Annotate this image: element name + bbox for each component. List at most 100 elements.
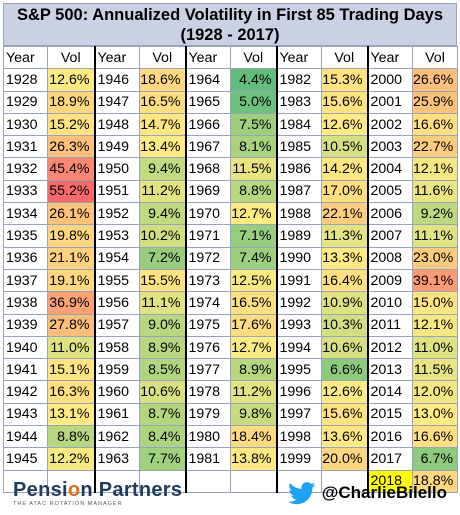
year-cell: 1983 (275, 90, 322, 114)
vol-cell: 15.6% (321, 402, 368, 427)
table-row: 1932 45.4% 1950 9.4% 1968 11.5% 1986 14.2% 2004 1… (3, 157, 458, 181)
vol-cell: 15.3% (321, 68, 368, 92)
vol-cell: 26.1% (47, 202, 95, 226)
vol-cell: 22.7% (412, 135, 458, 159)
year-cell: 1982 (275, 68, 322, 92)
year-cell: 1937 (3, 268, 48, 293)
vol-cell: 6.6% (321, 358, 368, 382)
twitter-bird-icon (287, 481, 316, 504)
year-cell: 1990 (275, 246, 322, 270)
year-cell: 1998 (275, 425, 322, 449)
year-cell: 2006 (366, 202, 413, 226)
header-year: Year (366, 45, 413, 70)
year-cell: 2016 (366, 425, 413, 449)
twitter-attribution: @CharlieBilello (287, 481, 447, 505)
year-cell: 1936 (3, 246, 48, 270)
vol-cell: 26.6% (412, 68, 458, 92)
brand-name-o: o (67, 479, 81, 501)
vol-cell: 10.2% (139, 224, 186, 248)
year-cell: 2018 (366, 469, 413, 493)
vol-cell: 9.4% (139, 157, 186, 181)
year-cell: 2003 (366, 135, 413, 159)
vol-cell: 13.6% (321, 425, 368, 449)
vol-cell: 27.8% (47, 313, 95, 337)
header-year: Year (184, 45, 231, 70)
vol-cell: 18.9% (47, 90, 95, 114)
vol-cell: 14.2% (321, 157, 368, 181)
table-row: 1940 11.0% 1958 8.9% 1976 12.7% 1994 10.6% 2012 1… (3, 335, 458, 360)
table-row: 1929 18.9% 1947 16.5% 1965 5.0% 1983 15.6% 2001 2… (3, 90, 458, 114)
table-row: 1928 12.6% 1946 18.6% 1964 4.4% 1982 15.3% 2000 2… (3, 68, 458, 92)
year-cell: 1954 (93, 246, 140, 270)
year-cell: 1978 (184, 380, 231, 404)
vol-cell: 22.1% (321, 202, 368, 226)
year-cell: 1973 (184, 268, 231, 293)
vol-cell: 9.8% (230, 402, 277, 427)
vol-cell: 12.6% (321, 380, 368, 404)
year-cell: 1981 (184, 447, 231, 471)
vol-cell: 15.0% (412, 291, 458, 315)
vol-cell: 8.1% (230, 135, 277, 159)
year-cell: 1992 (275, 291, 322, 315)
vol-cell: 5.0% (230, 90, 277, 114)
header-vol: Vol (139, 45, 186, 70)
empty-cell (3, 469, 48, 493)
vol-cell: 12.7% (230, 335, 277, 360)
year-cell: 1952 (93, 202, 140, 226)
vol-cell: 15.1% (47, 358, 95, 382)
year-cell: 1996 (275, 380, 322, 404)
year-cell: 1985 (275, 135, 322, 159)
year-cell: 1997 (275, 402, 322, 427)
year-cell: 1956 (93, 291, 140, 315)
vol-cell: 13.8% (230, 447, 277, 471)
vol-cell: 10.5% (321, 135, 368, 159)
year-cell: 2005 (366, 179, 413, 204)
vol-cell: 12.6% (321, 112, 368, 137)
year-cell: 1943 (3, 402, 48, 427)
year-cell: 1979 (184, 402, 231, 427)
vol-cell: 6.7% (412, 447, 458, 471)
vol-cell: 7.1% (230, 224, 277, 248)
vol-cell: 11.2% (230, 380, 277, 404)
vol-cell: 16.5% (230, 291, 277, 315)
brand-tagline: THE ATAC ROTATION MANAGER (13, 501, 123, 507)
year-cell: 1974 (184, 291, 231, 315)
vol-cell: 9.0% (139, 313, 186, 337)
year-cell: 1953 (93, 224, 140, 248)
year-cell: 1968 (184, 157, 231, 181)
year-cell: 1934 (3, 202, 48, 226)
vol-cell: 16.5% (139, 90, 186, 114)
header-vol: Vol (230, 45, 277, 70)
year-cell: 1950 (93, 157, 140, 181)
year-cell: 1938 (3, 291, 48, 315)
vol-cell: 7.4% (230, 246, 277, 270)
year-cell: 1969 (184, 179, 231, 204)
vol-cell: 21.1% (47, 246, 95, 270)
year-cell: 1955 (93, 268, 140, 293)
vol-cell: 8.9% (230, 358, 277, 382)
header-vol: Vol (47, 45, 95, 70)
vol-cell: 8.7% (139, 402, 186, 427)
vol-cell: 16.6% (412, 112, 458, 137)
vol-cell: 12.0% (412, 380, 458, 404)
table-row: 1935 19.8% 1953 10.2% 1971 7.1% 1989 11.3% 2007 1… (3, 224, 458, 248)
table-body: Year Vol Year Vol Year Vol Year Vol Year Vol 1928 1… (3, 45, 458, 493)
header-year: Year (275, 45, 322, 70)
vol-cell: 8.9% (139, 335, 186, 360)
year-cell: 1929 (3, 90, 48, 114)
vol-cell: 39.1% (412, 268, 458, 293)
year-cell: 1966 (184, 112, 231, 137)
table-row: 1939 27.8% 1957 9.0% 1975 17.6% 1993 10.3% 2011 1… (3, 313, 458, 337)
vol-cell: 19.1% (47, 268, 95, 293)
year-cell: 1931 (3, 135, 48, 159)
vol-cell: 9.4% (139, 202, 186, 226)
year-cell: 2004 (366, 157, 413, 181)
vol-cell: 7.5% (230, 112, 277, 137)
year-cell: 1960 (93, 380, 140, 404)
vol-cell: 12.2% (47, 447, 95, 471)
year-cell: 2014 (366, 380, 413, 404)
vol-cell: 11.5% (412, 358, 458, 382)
vol-cell: 12.5% (230, 268, 277, 293)
table-row: 1934 26.1% 1952 9.4% 1970 12.7% 1988 22.1% 2006 9… (3, 202, 458, 226)
year-cell: 1977 (184, 358, 231, 382)
